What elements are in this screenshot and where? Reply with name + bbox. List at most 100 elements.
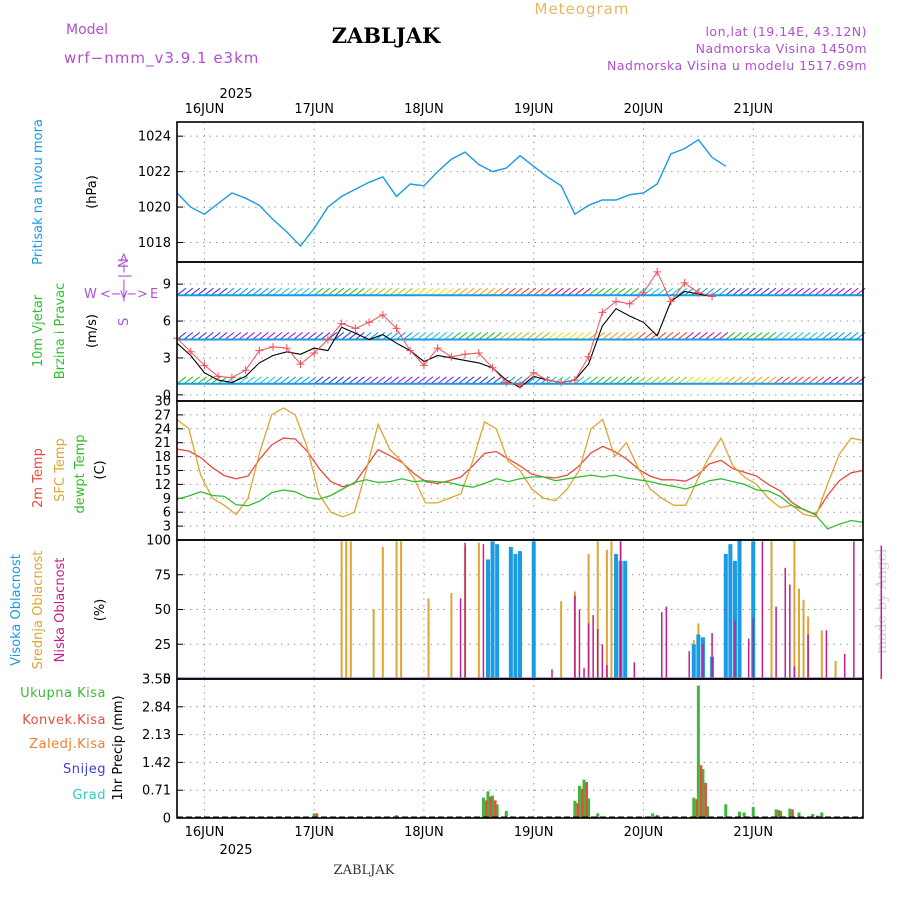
cloud-bar-niska bbox=[551, 669, 553, 679]
cloud-bar-srednja bbox=[349, 541, 352, 679]
wind-gust-marker bbox=[433, 344, 442, 353]
wind-barb bbox=[601, 376, 612, 385]
wind-barb bbox=[190, 287, 201, 296]
wind-barb bbox=[814, 332, 825, 340]
wind-barb bbox=[478, 287, 489, 296]
wind-barb bbox=[478, 376, 489, 385]
top-day-label: 17JUN bbox=[294, 102, 334, 117]
wind-barb bbox=[752, 287, 763, 296]
wind-barb bbox=[595, 332, 605, 340]
wind-barb bbox=[704, 332, 715, 340]
compass-arrows-v: <−|−> bbox=[117, 252, 132, 300]
wind-gust-marker bbox=[543, 376, 552, 385]
wind-barb bbox=[704, 376, 715, 385]
wind-barb bbox=[512, 332, 523, 340]
wind-barb bbox=[293, 376, 303, 385]
pressure-ylabel: (hPa) bbox=[85, 175, 100, 209]
wind-barb bbox=[842, 332, 852, 340]
y-tick-label: 6 bbox=[163, 315, 171, 330]
wind-barb bbox=[334, 332, 345, 340]
wind-barb bbox=[814, 287, 825, 296]
wind-barb bbox=[224, 332, 235, 340]
top-day-label: 21JUN bbox=[733, 102, 773, 117]
wind-barb bbox=[361, 287, 372, 296]
cloud-bar-visoka bbox=[696, 634, 701, 679]
wind-barb bbox=[512, 287, 523, 296]
precip-bar-conv bbox=[484, 800, 488, 818]
wind-barb bbox=[272, 287, 283, 296]
wind-barb bbox=[821, 376, 832, 385]
wind-barb bbox=[279, 376, 290, 385]
wind-barb bbox=[663, 376, 674, 385]
wind-barb bbox=[732, 287, 742, 296]
wind-barb bbox=[540, 287, 550, 296]
cloud-bar-niska bbox=[761, 541, 764, 679]
wind-barb bbox=[773, 332, 784, 340]
cloud-bar-niska bbox=[574, 595, 576, 679]
cloud-bar-niska bbox=[587, 623, 590, 679]
wind-barb bbox=[601, 332, 612, 340]
wind-barb bbox=[663, 332, 674, 340]
wind-barb bbox=[698, 332, 708, 340]
cloud-bar-niska bbox=[825, 630, 828, 679]
precip-bar-conv bbox=[315, 813, 319, 818]
wind-barb bbox=[787, 376, 797, 385]
top-day-label: 19JUN bbox=[514, 102, 554, 117]
wind-barb bbox=[327, 376, 338, 385]
cloud-bar-niska bbox=[775, 606, 777, 679]
wind-gust-marker bbox=[488, 363, 497, 372]
wind-barb bbox=[519, 287, 530, 296]
panel-precip: 0 0.71 1.42 2.13 2.84 3.55 Ukupna Kisa Konvek.K… bbox=[20, 673, 863, 827]
wind-barb bbox=[759, 376, 770, 385]
wind-barb bbox=[389, 376, 399, 385]
wind-barb bbox=[567, 287, 578, 296]
cloud-bar-visoka bbox=[485, 559, 490, 679]
precip-bar-total bbox=[692, 797, 696, 818]
wind-gust-marker bbox=[639, 288, 648, 297]
wind-barb bbox=[457, 332, 468, 340]
wind-gust-marker bbox=[255, 346, 264, 355]
panel-frame-wind bbox=[176, 261, 864, 402]
y-tick-label: 0 bbox=[163, 534, 171, 549]
y-tick-label: 100 bbox=[146, 534, 171, 549]
wind-barb bbox=[300, 332, 310, 340]
cloud-bar-srednja bbox=[450, 592, 453, 679]
wind-barb bbox=[252, 376, 262, 385]
precip-bar-total bbox=[774, 809, 778, 818]
wind-gust-marker bbox=[570, 376, 579, 385]
wind-barb bbox=[629, 287, 640, 296]
wind-barb bbox=[396, 376, 406, 385]
wind-barb bbox=[526, 287, 537, 296]
cloud-bar-niska bbox=[583, 667, 585, 679]
wind-gust-marker bbox=[296, 360, 305, 369]
wind-barb bbox=[451, 376, 461, 385]
model-name: wrf−nmm_v3.9.1 e3km bbox=[64, 49, 259, 68]
cloud-bar-niska bbox=[464, 542, 466, 679]
precip-bar-conv bbox=[576, 803, 579, 818]
wind-barb bbox=[800, 376, 811, 385]
wind-barb bbox=[231, 332, 242, 340]
wind-barb bbox=[416, 287, 427, 296]
wind-barb bbox=[560, 332, 571, 340]
wind-barb bbox=[773, 287, 784, 296]
wind-barb bbox=[629, 376, 640, 385]
wind-barb bbox=[636, 332, 646, 340]
wind-gust-marker bbox=[406, 346, 415, 355]
wind-barb bbox=[766, 332, 777, 340]
wind-barb bbox=[341, 376, 351, 385]
wind-barb bbox=[842, 376, 852, 385]
cloud-bar-srednja bbox=[793, 540, 796, 679]
precip-legend-3: Snijeg bbox=[63, 762, 106, 777]
precip-bar-total bbox=[811, 814, 815, 818]
wind-gust-marker bbox=[323, 335, 332, 344]
wind-gust-marker bbox=[680, 278, 689, 287]
precip-legend-1: Konvek.Kisa bbox=[22, 713, 106, 728]
wind-barb bbox=[313, 332, 324, 340]
cloud-bar-visoka bbox=[531, 541, 536, 679]
wind-barb bbox=[355, 287, 365, 296]
wind-barb bbox=[437, 332, 448, 340]
cloud-ylabel: (%) bbox=[93, 599, 108, 622]
wind-barb bbox=[485, 376, 496, 385]
wind-barb bbox=[615, 332, 626, 340]
wind-barb bbox=[320, 287, 331, 296]
